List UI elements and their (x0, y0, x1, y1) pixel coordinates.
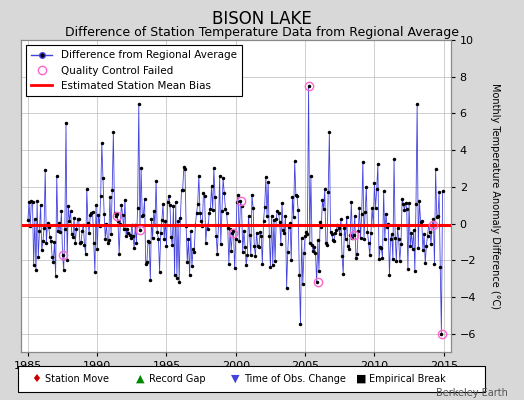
Text: ♦: ♦ (31, 374, 41, 384)
Text: Difference of Station Temperature Data from Regional Average: Difference of Station Temperature Data f… (65, 26, 459, 39)
Text: ▲: ▲ (136, 374, 145, 384)
Text: BISON LAKE: BISON LAKE (212, 10, 312, 28)
Text: Record Gap: Record Gap (149, 374, 206, 384)
Text: Berkeley Earth: Berkeley Earth (436, 388, 508, 398)
Legend: Difference from Regional Average, Quality Control Failed, Estimated Station Mean: Difference from Regional Average, Qualit… (26, 45, 242, 96)
Text: Time of Obs. Change: Time of Obs. Change (244, 374, 345, 384)
FancyBboxPatch shape (18, 366, 485, 392)
Text: Station Move: Station Move (45, 374, 108, 384)
Text: ■: ■ (356, 374, 367, 384)
Text: Empirical Break: Empirical Break (369, 374, 446, 384)
Text: ▼: ▼ (231, 374, 239, 384)
Y-axis label: Monthly Temperature Anomaly Difference (°C): Monthly Temperature Anomaly Difference (… (490, 83, 500, 309)
